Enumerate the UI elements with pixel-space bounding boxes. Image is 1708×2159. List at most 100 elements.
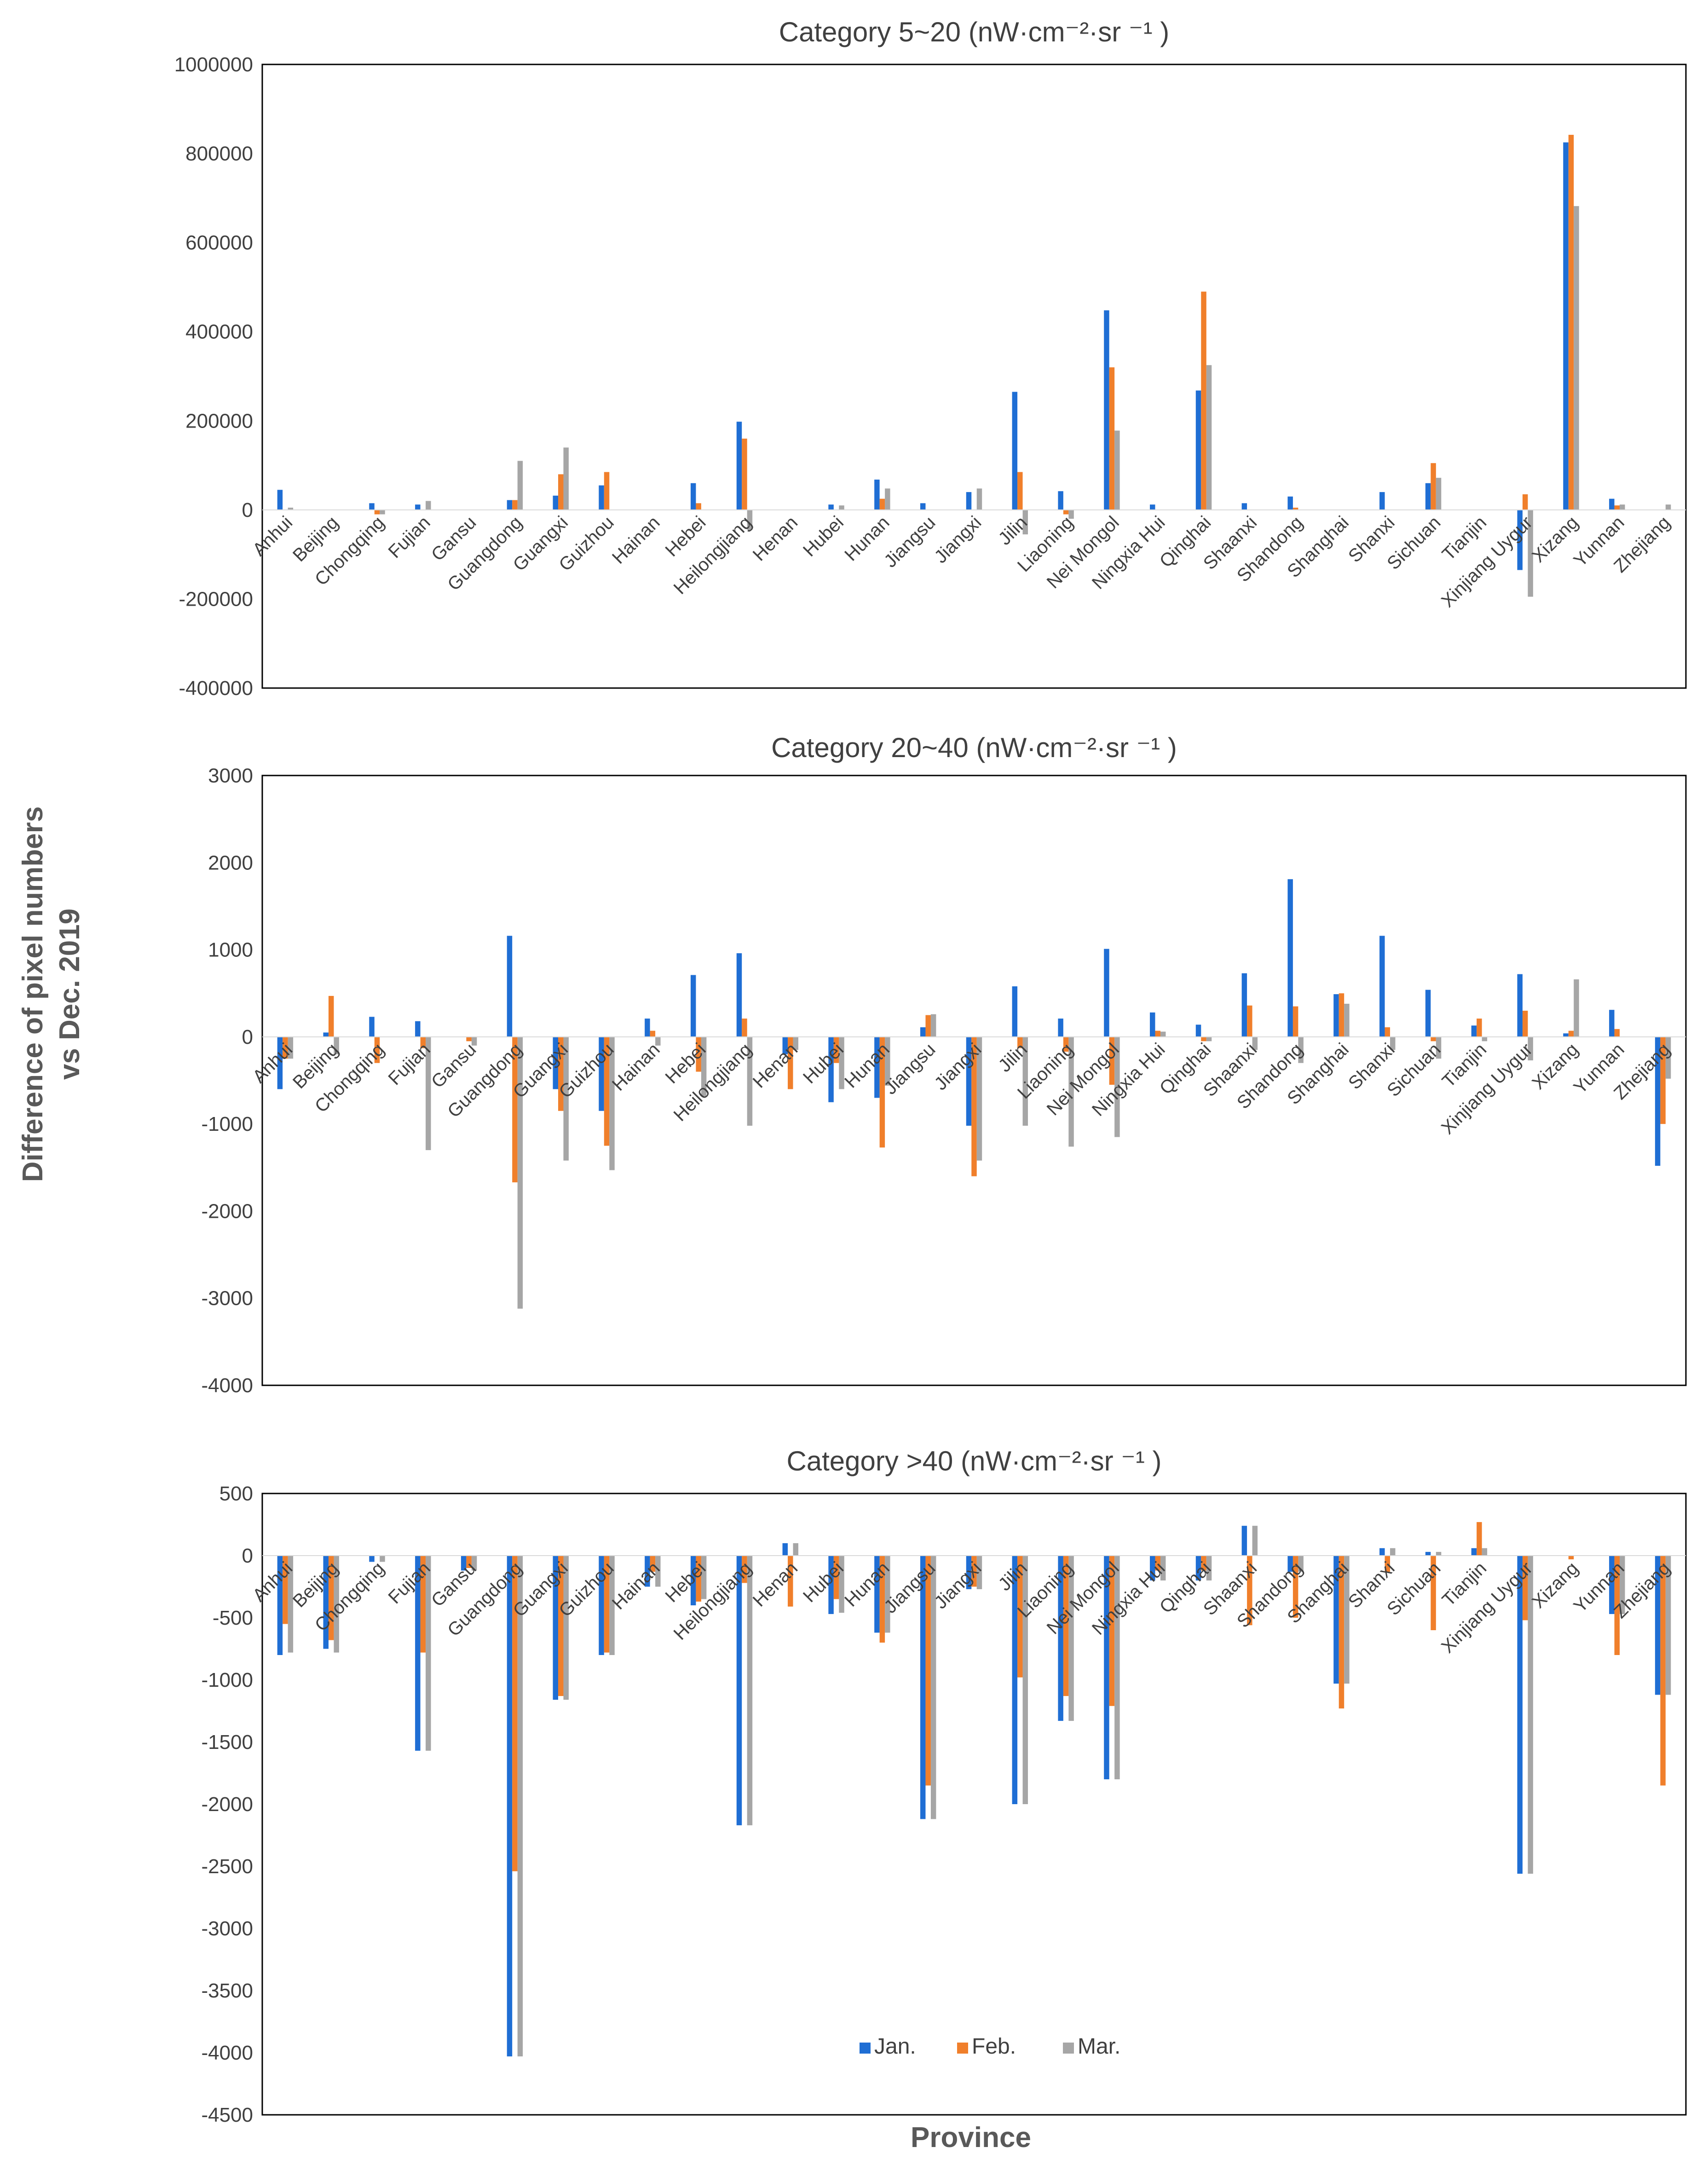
bar-feb-xizang (1568, 134, 1574, 510)
plot-frame (261, 64, 1687, 689)
y-tick-label: -3500 (201, 1980, 253, 2002)
bar-mar-hebei (701, 1556, 707, 1599)
bar-mar-shanghai (1344, 1003, 1350, 1037)
bar-jan-jiangsu (920, 503, 926, 510)
bar-feb-jilin (1017, 1036, 1023, 1048)
bar-jan-hunan (874, 1036, 880, 1098)
bar-jan-shanghai (1333, 994, 1339, 1037)
bar-feb-hunan (879, 1036, 885, 1148)
bar-feb-hebei (696, 503, 701, 510)
bar-mar-heilongjiang (747, 1036, 753, 1126)
bar-mar-chongqing (380, 1556, 385, 1562)
bar-jan-jilin (1012, 986, 1018, 1037)
bar-jan-jiangsu (920, 1556, 926, 1819)
bar-feb-tianjin (1477, 1522, 1482, 1556)
bar-feb-fujian (420, 1036, 426, 1048)
bar-feb-shanghai (1339, 993, 1344, 1037)
y-tick-label: 400000 (185, 321, 253, 343)
bar-mar-sichuan (1436, 1036, 1442, 1059)
bar-jan-guizhou (599, 485, 604, 510)
bar-feb-chongqing (374, 1036, 380, 1063)
category-label-henan: Henan (749, 1558, 802, 1610)
bar-jan-hunan (874, 1556, 880, 1633)
bar-jan-guangdong (507, 500, 513, 510)
category-label-jiangsu: Jiangsu (880, 512, 940, 572)
bar-mar-hubei (839, 1036, 844, 1089)
bar-feb-shandong (1293, 1006, 1298, 1037)
bar-feb-hainan (650, 1030, 656, 1037)
legend-swatch-mar (1063, 2043, 1074, 2054)
y-tick-label: 800000 (185, 143, 253, 165)
bar-jan-xizang (1563, 142, 1569, 510)
x-axis-label: Province (911, 2122, 1031, 2153)
bar-mar-guizhou (609, 1036, 615, 1170)
bar-feb-hubei (833, 1556, 839, 1599)
plot-frame (261, 775, 1687, 1386)
y-tick-label: -3000 (201, 1287, 253, 1310)
y-tick-label: 1000 (208, 939, 253, 961)
bar-jan-liaoning (1058, 1556, 1063, 1721)
y-tick-label: -4000 (201, 2042, 253, 2064)
category-label-jiangxi: Jiangxi (930, 512, 985, 567)
bar-mar-liaoning (1068, 509, 1074, 519)
bar-jan-ningxia-hui (1150, 1012, 1155, 1037)
bar-feb-guizhou (604, 1556, 610, 1653)
bar-jan-xinjiang-uygur (1517, 509, 1523, 570)
legend-swatch-jan (860, 2043, 871, 2054)
bar-mar-beijing (334, 1036, 339, 1054)
chart-title: Category >40 (nW·cm⁻²·sr ⁻¹ ) (786, 1446, 1161, 1476)
bar-mar-hainan (655, 1556, 661, 1587)
bar-feb-jilin (1017, 472, 1023, 510)
y-tick-label: 1000000 (174, 53, 253, 76)
category-label-anhui: Anhui (249, 512, 296, 560)
bar-mar-anhui (288, 1036, 294, 1059)
bar-feb-hunan (879, 1556, 885, 1643)
bar-mar-tianjin (1482, 1548, 1488, 1556)
bar-feb-anhui (283, 1036, 288, 1059)
bar-mar-jiangsu (930, 1556, 936, 1819)
bar-feb-henan (788, 1036, 793, 1089)
y-tick-label: -4500 (201, 2104, 253, 2126)
bar-mar-zhejiang (1665, 504, 1671, 510)
bar-feb-gansu (466, 1556, 472, 1568)
bar-feb-ningxia-hui (1155, 1030, 1160, 1037)
bar-jan-shanxi (1379, 492, 1385, 510)
bar-jan-shaanxi (1241, 973, 1247, 1037)
bar-jan-xinjiang-uygur (1517, 1556, 1523, 1874)
bar-jan-heilongjiang (736, 422, 742, 510)
bar-mar-yunnan (1620, 1556, 1625, 1614)
bar-mar-zhejiang (1665, 1556, 1671, 1695)
bar-mar-xizang (1574, 979, 1579, 1037)
bar-jan-hubei (828, 1556, 834, 1614)
bar-mar-yunnan (1620, 504, 1625, 510)
bar-mar-anhui (288, 1556, 294, 1653)
y-tick-label: -3000 (201, 1917, 253, 1940)
y-tick-label: 0 (242, 1545, 253, 1567)
bar-mar-henan (793, 1036, 798, 1050)
bar-jan-yunnan (1609, 498, 1615, 510)
bar-jan-sichuan (1425, 1551, 1431, 1556)
bar-jan-guangdong (507, 1556, 513, 2057)
bar-feb-jiangsu (925, 1015, 931, 1037)
bar-jan-shandong (1287, 496, 1293, 510)
bar-feb-gansu (466, 1036, 472, 1042)
bar-mar-hunan (885, 1556, 890, 1633)
y-tick-label: -200000 (179, 588, 253, 610)
y-tick-label: -2500 (201, 1855, 253, 1878)
bar-mar-guangdong (517, 1036, 523, 1309)
bar-feb-liaoning (1063, 1556, 1069, 1696)
bar-mar-shanxi (1390, 1036, 1396, 1050)
bar-jan-shanghai (1333, 1556, 1339, 1684)
bar-feb-xinjiang-uygur (1522, 1556, 1528, 1621)
bar-feb-xizang (1568, 1556, 1574, 1560)
bar-feb-jiangxi (971, 1556, 977, 1587)
bar-feb-guangxi (558, 474, 564, 510)
y-tick-label: -2000 (201, 1793, 253, 1816)
bar-jan-liaoning (1058, 1019, 1063, 1037)
bar-feb-guangxi (558, 1556, 564, 1696)
bar-jan-shaanxi (1241, 503, 1247, 510)
bar-mar-jiangxi (976, 488, 982, 510)
bar-jan-beijing (323, 1556, 329, 1649)
bar-jan-qinghai (1195, 1556, 1201, 1580)
bar-jan-hebei (690, 975, 696, 1037)
